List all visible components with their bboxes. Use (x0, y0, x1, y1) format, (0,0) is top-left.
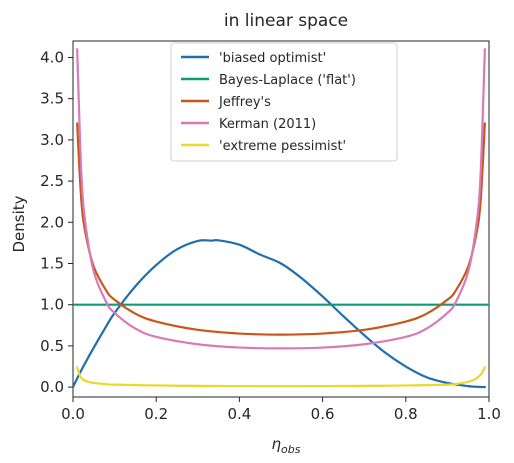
legend-items: 'biased optimist' Bayes-Laplace ('flat') J… (181, 51, 356, 154)
series-line-2 (76, 122, 486, 336)
chart-title: in linear space (224, 11, 348, 31)
legend-label: 'biased optimist' (219, 51, 326, 66)
legend-label: Kerman (2011) (219, 117, 316, 132)
x-tick-label: 0.8 (394, 405, 418, 423)
y-tick-label: 2.0 (40, 213, 64, 231)
legend: 'biased optimist' Bayes-Laplace ('flat') J… (170, 42, 398, 162)
series-line-4 (76, 366, 486, 388)
x-axis-title-subscript: obs (281, 443, 301, 456)
y-tick-label: 0.5 (40, 337, 64, 355)
legend-label: Jeffrey's (218, 95, 271, 110)
series-lines (73, 48, 489, 389)
y-tick-label: 3.5 (40, 90, 64, 108)
x-axis-title-symbol: η (272, 435, 282, 453)
x-tick-label: 0.0 (61, 405, 85, 423)
y-tick-label: 1.0 (40, 296, 64, 314)
legend-box (170, 42, 398, 162)
axes: 0.0 0.2 0.4 0.6 0.8 1.0 0.0 0.5 1.0 1.5 2.0 2.5 3.0 3… (40, 40, 501, 423)
x-tick-label: 0.4 (227, 405, 251, 423)
x-tick-label: 0.6 (311, 405, 335, 423)
y-tick-label: 2.5 (40, 172, 64, 190)
y-tick-label: 3.0 (40, 131, 64, 149)
x-tick-label: 1.0 (477, 405, 501, 423)
legend-label: Bayes-Laplace ('flat') (219, 73, 356, 88)
plot-frame (72, 40, 490, 398)
series-line-3 (76, 48, 486, 350)
y-tick-label: 0.0 (40, 378, 64, 396)
x-tick-label: 0.2 (144, 405, 168, 423)
y-axis-title: Density (10, 195, 28, 252)
legend-label: 'extreme pessimist' (219, 139, 346, 154)
y-tick-label: 4.0 (40, 48, 64, 66)
x-axis-title: ηobs (272, 435, 301, 456)
y-tick-label: 1.5 (40, 255, 64, 273)
